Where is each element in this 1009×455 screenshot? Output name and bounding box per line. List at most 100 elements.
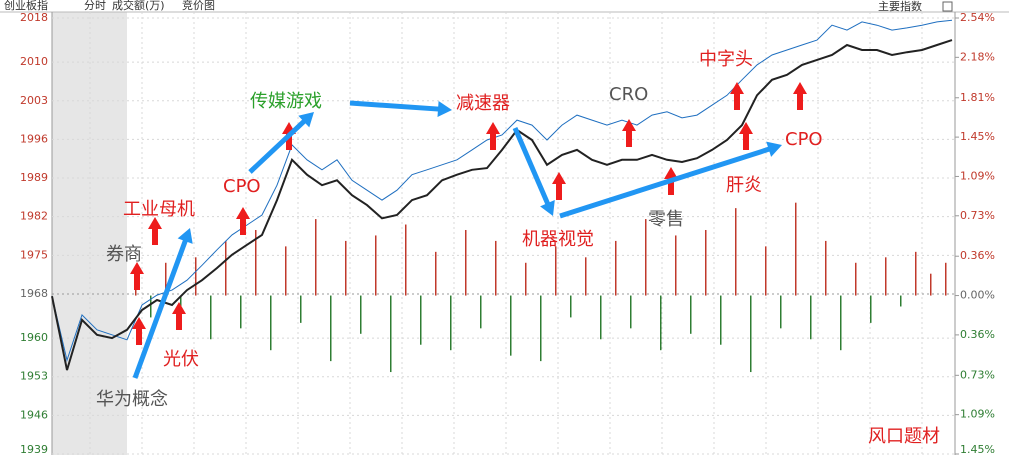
volume-bar — [270, 295, 272, 351]
y-tick-label: 1989 — [20, 171, 48, 184]
blue-arrow-head — [298, 112, 314, 128]
annotation: 传媒游戏 — [250, 91, 322, 112]
auction-label: 竞价图 — [182, 0, 215, 12]
y2-tick-label: 0.00% — [960, 289, 995, 302]
y2-tick-label: 0.36% — [960, 249, 995, 262]
volume-bar — [900, 295, 902, 307]
annotation: 减速器 — [456, 93, 510, 114]
index-name: 创业板指 — [4, 0, 48, 12]
y2-tick-label: 0.36% — [960, 328, 995, 341]
volume-bar — [675, 235, 677, 296]
annotation: 光伏 — [163, 349, 199, 370]
annotation: CPO — [223, 176, 261, 197]
volume-bar — [645, 219, 647, 296]
volume-bar — [300, 295, 302, 323]
volume-bar — [570, 295, 572, 318]
red-arrow — [552, 172, 566, 200]
volume-bar — [930, 273, 932, 296]
annotation: 机器视觉 — [522, 229, 594, 250]
y2-tick-label: 2.54% — [960, 11, 995, 24]
volume-bar — [810, 295, 812, 340]
y2-tick-label: 1.09% — [960, 169, 995, 182]
volume-bar — [855, 262, 857, 296]
y-tick-label: 1953 — [20, 370, 48, 383]
blue-arrow-head — [540, 199, 555, 216]
annotation: 风口题材 — [868, 426, 940, 447]
volume-bar — [285, 246, 287, 296]
red-arrow — [739, 122, 753, 150]
annotation: CPO — [785, 129, 823, 150]
volume-bar — [210, 295, 212, 340]
volume-bar — [240, 295, 242, 329]
red-arrow — [622, 119, 636, 147]
volume-bar — [195, 257, 197, 296]
volume-bar — [480, 295, 482, 329]
volume-bar — [435, 251, 437, 296]
red-arrow — [793, 82, 807, 110]
blue-arrow — [512, 127, 552, 208]
volume-bar — [225, 240, 227, 296]
volume-bar — [615, 240, 617, 296]
annotation: 工业母机 — [123, 199, 195, 220]
volume-bar — [255, 229, 257, 296]
volume-bar — [360, 295, 362, 334]
annotation: 零售 — [648, 209, 684, 230]
volume-bar — [585, 257, 587, 296]
tab-icon[interactable] — [942, 1, 953, 12]
blue-arrow-head — [437, 101, 452, 118]
price-line — [51, 19, 953, 363]
volume-bar — [780, 295, 782, 329]
volume-bar — [660, 295, 662, 351]
volume-bar — [405, 224, 407, 296]
y-tick-label: 2010 — [20, 55, 48, 68]
volume-bar — [765, 246, 767, 296]
volume-bar — [525, 262, 527, 296]
volume-bar — [630, 295, 632, 329]
y2-tick-label: 1.81% — [960, 91, 995, 104]
volume-bar — [180, 295, 182, 307]
y-tick-label: 1946 — [20, 408, 48, 421]
volume-bar — [315, 219, 317, 296]
annotation: 肝炎 — [726, 175, 762, 196]
volume-bar — [465, 229, 467, 296]
y2-tick-label: 1.45% — [960, 130, 995, 143]
volume-bar — [870, 295, 872, 323]
y2-tick-label: 1.09% — [960, 408, 995, 421]
volume-bar — [690, 295, 692, 334]
volume-bar — [375, 235, 377, 296]
tab[interactable]: 主要指数 — [878, 0, 922, 13]
red-arrow — [730, 82, 744, 110]
blue-arrow — [559, 145, 774, 219]
volume-bar — [390, 295, 392, 373]
y2-tick-label: 0.73% — [960, 209, 995, 222]
volume-bar — [450, 295, 452, 351]
volume-bar — [540, 295, 542, 362]
y-tick-label: 2003 — [20, 94, 48, 107]
volume-bar — [915, 251, 917, 296]
y2-tick-label: 1.45% — [960, 443, 995, 455]
volume-bar — [495, 240, 497, 296]
volume-label: 成交额(万) — [112, 0, 165, 12]
volume-bar — [795, 202, 797, 296]
red-arrow — [130, 262, 144, 290]
volume-bar — [600, 295, 602, 340]
volume-bar — [735, 208, 737, 296]
y-tick-label: 1939 — [20, 443, 48, 455]
red-arrow — [132, 317, 146, 345]
blue-arrow — [132, 236, 189, 379]
y-tick-label: 1968 — [20, 287, 48, 300]
volume-bar — [555, 246, 557, 296]
y-tick-label: 1982 — [20, 210, 48, 223]
volume-bar — [825, 240, 827, 296]
mode: 分时 — [84, 0, 106, 12]
red-arrow — [236, 207, 250, 235]
volume-bar — [840, 295, 842, 351]
volume-bar — [510, 295, 512, 356]
red-arrow — [172, 302, 186, 330]
y-tick-label: 1975 — [20, 248, 48, 261]
y-tick-label: 1996 — [20, 132, 48, 145]
red-arrow — [486, 122, 500, 150]
y-tick-label: 2018 — [20, 11, 48, 24]
volume-bar — [945, 262, 947, 296]
